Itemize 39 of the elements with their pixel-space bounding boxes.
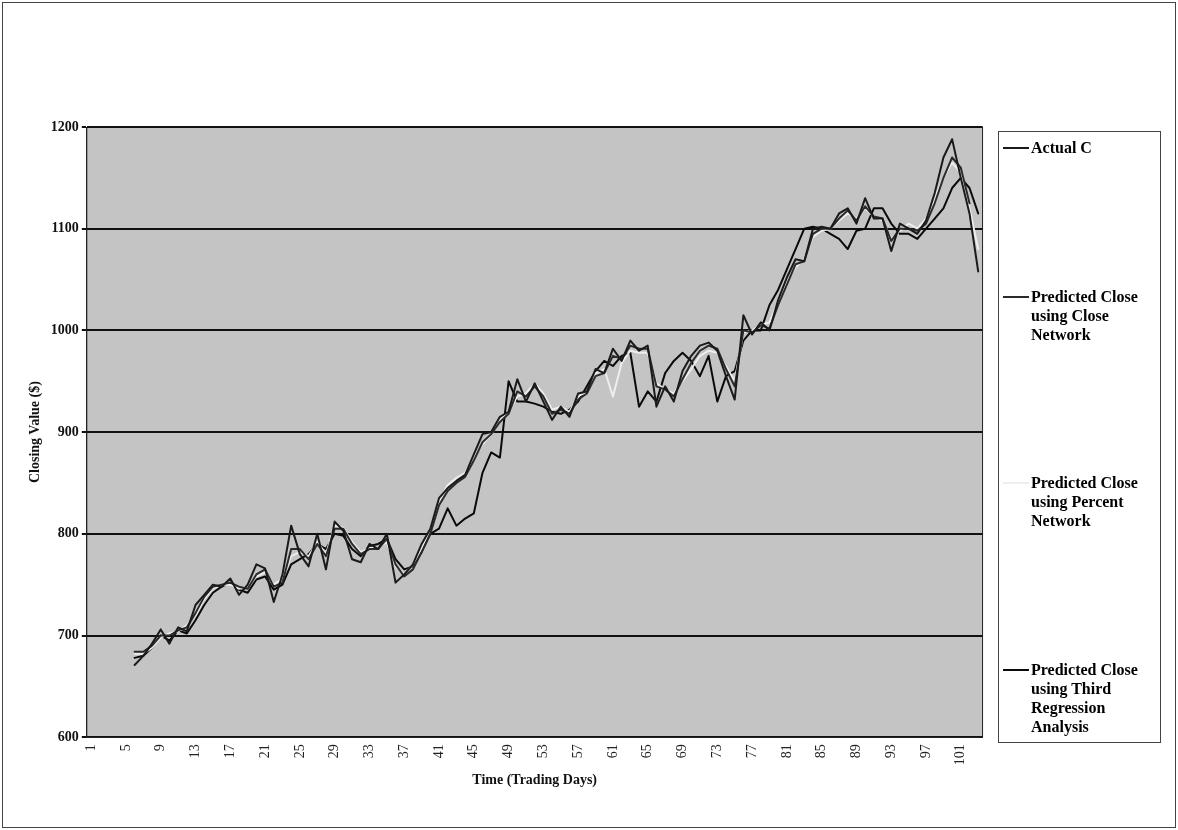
x-tick-label: 1 xyxy=(82,744,98,752)
x-tick-label: 73 xyxy=(708,744,724,759)
x-tick-label: 29 xyxy=(326,744,342,759)
legend-label: Actual C xyxy=(1031,138,1092,157)
y-tick-label: 600 xyxy=(57,728,79,744)
x-tick-label: 69 xyxy=(674,744,690,759)
x-tick-label: 33 xyxy=(361,744,377,759)
legend-label: Predicted Close using Third Regression Analysis xyxy=(1031,659,1139,736)
x-tick-label: 61 xyxy=(604,744,620,759)
x-tick-label: 17 xyxy=(221,744,237,759)
x-tick-label: 41 xyxy=(430,744,446,759)
x-tick-label: 81 xyxy=(778,744,794,759)
legend-label: Predicted Close using Close Network xyxy=(1031,286,1139,344)
y-axis-title: Closing Value ($) xyxy=(27,380,44,484)
y-tick-label: 1100 xyxy=(51,220,79,236)
x-tick-label: 9 xyxy=(152,744,168,752)
x-tick-label: 37 xyxy=(395,744,411,759)
x-tick-label: 85 xyxy=(813,744,829,759)
x-tick-label: 65 xyxy=(639,744,655,759)
x-tick-label: 53 xyxy=(535,744,551,759)
x-tick-label: 89 xyxy=(848,744,864,759)
x-tick-label: 57 xyxy=(569,744,585,759)
x-tick-label: 13 xyxy=(187,744,203,759)
y-tick-label: 800 xyxy=(57,525,79,541)
y-tick-label: 1200 xyxy=(50,118,79,134)
x-tick-label: 21 xyxy=(256,744,272,759)
x-tick-label: 97 xyxy=(917,744,933,759)
x-tick-label: 49 xyxy=(500,744,516,759)
legend-label: Predicted Close using Percent Network xyxy=(1031,473,1139,531)
x-tick-label: 25 xyxy=(291,744,307,759)
x-tick-label: 101 xyxy=(952,744,968,766)
y-tick-label: 1000 xyxy=(50,322,79,338)
x-axis-title: Time (Trading Days) xyxy=(472,772,598,789)
x-tick-label: 77 xyxy=(743,744,759,759)
x-tick-label: 93 xyxy=(882,744,898,759)
y-tick-label: 900 xyxy=(57,423,79,439)
x-tick-label: 5 xyxy=(117,744,133,752)
y-tick-label: 700 xyxy=(57,627,79,643)
x-tick-label: 45 xyxy=(465,744,481,759)
